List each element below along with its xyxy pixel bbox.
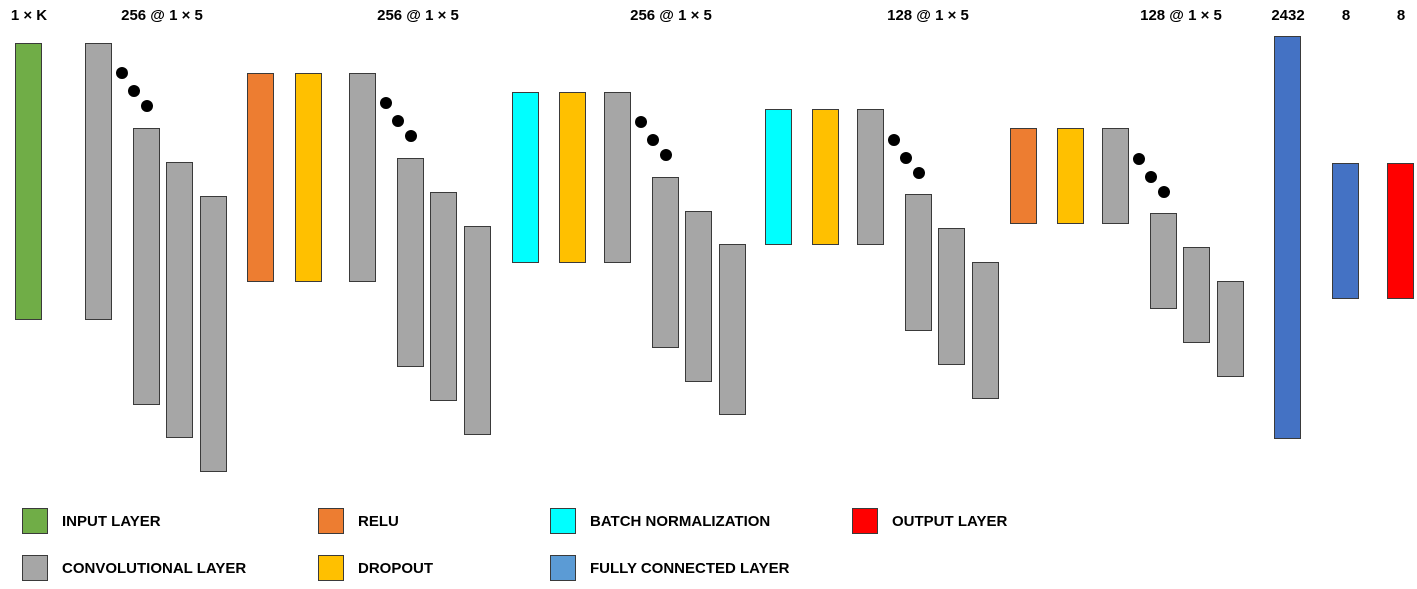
conv-layer-block [905, 194, 932, 331]
legend-label: INPUT LAYER [62, 512, 161, 530]
legend-swatch [22, 508, 48, 534]
dropout-block [295, 73, 322, 282]
legend-item-convolutional-layer: CONVOLUTIONAL LAYER [22, 554, 246, 582]
conv-layer-block [349, 73, 376, 282]
legend-item-input-layer: INPUT LAYER [22, 507, 161, 535]
conv-layer-block [938, 228, 965, 365]
fully-connected-layer-block [1332, 163, 1359, 299]
legend-item-output-layer: OUTPUT LAYER [852, 507, 1007, 535]
legend-swatch [318, 555, 344, 581]
conv-layer-block [857, 109, 884, 245]
legend-item-batch-normalization: BATCH NORMALIZATION [550, 507, 770, 535]
conv-layer-block [1102, 128, 1129, 224]
ellipsis-dot [1145, 171, 1157, 183]
legend-label: DROPOUT [358, 559, 433, 577]
conv-layer-block [719, 244, 746, 415]
header-conv-block-4: 128 @ 1 × 5 [887, 7, 969, 24]
ellipsis-dot [380, 97, 392, 109]
ellipsis-dot [660, 149, 672, 161]
output-layer-block [1387, 163, 1414, 299]
legend-item-fully-connected-layer: FULLY CONNECTED LAYER [550, 554, 789, 582]
legend-label: CONVOLUTIONAL LAYER [62, 559, 247, 577]
conv-layer-block [166, 162, 193, 438]
conv-layer-block [604, 92, 631, 263]
input-layer-block [15, 43, 42, 320]
conv-layer-block [652, 177, 679, 348]
conv-layer-block [1217, 281, 1244, 377]
ellipsis-dot [116, 67, 128, 79]
header-conv-block-3: 256 @ 1 × 5 [630, 7, 712, 24]
relu-block [247, 73, 274, 282]
conv-layer-block [1183, 247, 1210, 343]
header-input-size: 1 × K [10, 7, 48, 24]
legend-swatch [318, 508, 344, 534]
legend-item-dropout: DROPOUT [318, 554, 433, 582]
ellipsis-dot [888, 134, 900, 146]
conv-layer-block [1150, 213, 1177, 309]
batch-normalization-block [512, 92, 539, 263]
header-fc-2: 8 [1341, 7, 1351, 24]
conv-layer-block [133, 128, 160, 405]
conv-layer-block [397, 158, 424, 367]
legend-label: BATCH NORMALIZATION [590, 512, 771, 530]
ellipsis-dot [405, 130, 417, 142]
conv-layer-block [685, 211, 712, 382]
conv-layer-block [85, 43, 112, 320]
ellipsis-dot [913, 167, 925, 179]
ellipsis-dot [128, 85, 140, 97]
dropout-block [559, 92, 586, 263]
ellipsis-dot [900, 152, 912, 164]
header-conv-block-2: 256 @ 1 × 5 [377, 7, 459, 24]
header-fc-1: 2432 [1271, 7, 1305, 24]
legend-label: OUTPUT LAYER [892, 512, 1008, 530]
legend-swatch [550, 555, 576, 581]
ellipsis-dot [141, 100, 153, 112]
header-output: 8 [1396, 7, 1406, 24]
relu-block [1010, 128, 1037, 224]
legend-label: FULLY CONNECTED LAYER [590, 559, 790, 577]
conv-layer-block [200, 196, 227, 472]
ellipsis-dot [635, 116, 647, 128]
header-conv-block-1: 256 @ 1 × 5 [121, 7, 203, 24]
ellipsis-dot [1133, 153, 1145, 165]
legend-item-relu: RELU [318, 507, 399, 535]
conv-layer-block [972, 262, 999, 399]
legend-label: RELU [358, 512, 399, 530]
ellipsis-dot [647, 134, 659, 146]
conv-layer-block [464, 226, 491, 435]
legend-swatch [852, 508, 878, 534]
dropout-block [812, 109, 839, 245]
dropout-block [1057, 128, 1084, 224]
ellipsis-dot [392, 115, 404, 127]
legend-swatch [22, 555, 48, 581]
header-conv-block-5: 128 @ 1 × 5 [1140, 7, 1222, 24]
conv-layer-block [430, 192, 457, 401]
batch-normalization-block [765, 109, 792, 245]
ellipsis-dot [1158, 186, 1170, 198]
legend-swatch [550, 508, 576, 534]
fully-connected-layer-block [1274, 36, 1301, 439]
